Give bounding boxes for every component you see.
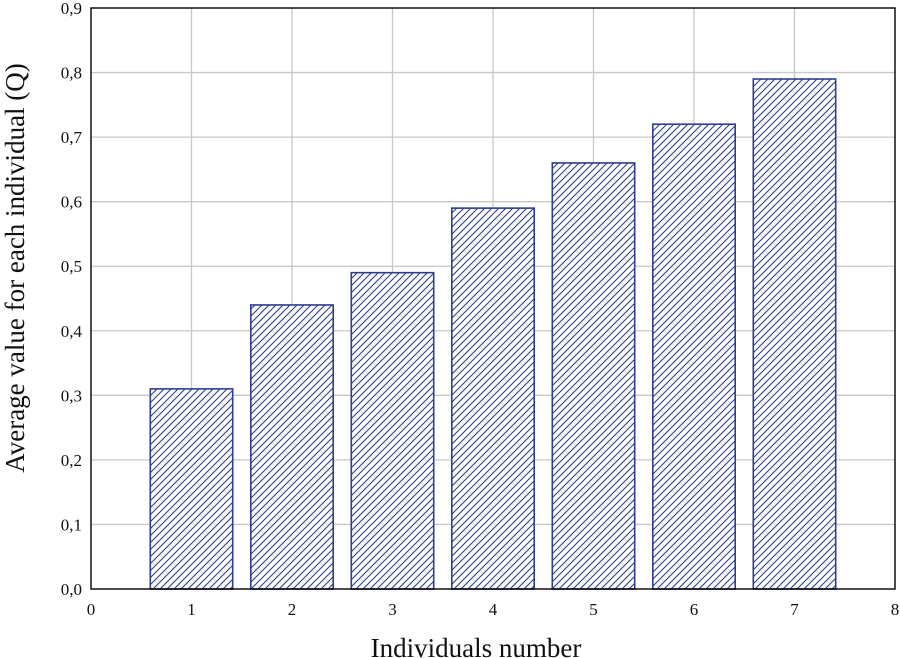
y-tick-label: 0,0 [61,580,82,599]
y-tick-label: 0,8 [61,64,82,83]
x-tick-label: 7 [790,600,799,619]
bar-individual-7 [752,78,837,590]
x-tick-label: 8 [891,600,900,619]
x-tick-label: 3 [388,600,397,619]
x-tick-label: 2 [288,600,297,619]
bar-individual-5 [551,162,636,590]
x-tick-label: 6 [690,600,699,619]
bar-individual-3 [350,271,435,590]
y-tick-label: 0,3 [61,386,82,405]
plot-frame [90,7,896,590]
y-tick-label: 0,4 [61,322,83,341]
x-tick-label: 0 [87,600,96,619]
x-axis-title: Individuals number [371,633,582,658]
x-tick-label: 4 [489,600,498,619]
y-tick-label: 0,7 [61,128,83,147]
bar-individual-6 [651,123,737,590]
x-tick-label: 1 [187,600,196,619]
y-axis-title: Average value for each individual (Q) [0,63,30,473]
x-tick-label: 5 [589,600,598,619]
bar-individual-4 [450,207,536,590]
bar-individual-1 [149,388,234,590]
y-tick-label: 0,5 [61,257,82,276]
y-tick-label: 0,9 [61,0,82,18]
x-tick-labels: 0 1 2 3 4 5 6 7 8 [87,600,900,619]
bar-individual-2 [249,304,335,590]
y-tick-label: 0,6 [61,193,82,212]
bars [149,78,837,590]
y-tick-labels: 0,0 0,1 0,2 0,3 0,4 0,5 0,6 0,7 0,8 0,9 [61,0,83,599]
y-tick-label: 0,1 [61,515,82,534]
plot-border [90,7,896,590]
y-tick-label: 0,2 [61,451,82,470]
